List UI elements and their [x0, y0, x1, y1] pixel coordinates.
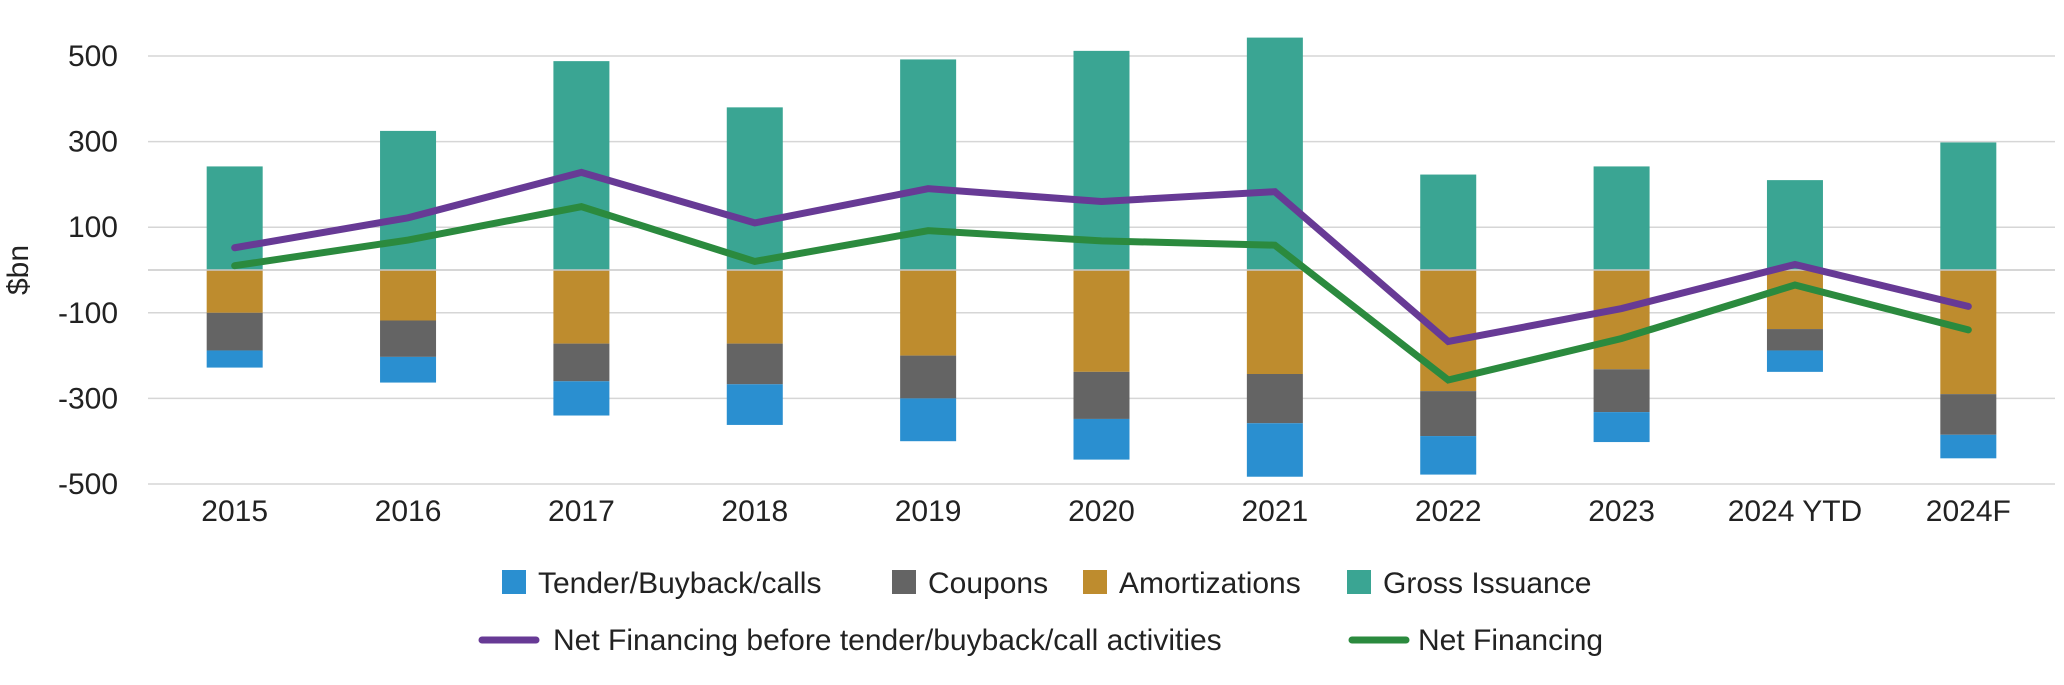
bar-amortizations	[1766, 270, 1823, 330]
bar-tender-buyback-calls	[1246, 423, 1303, 477]
bar-gross-issuance	[1246, 37, 1303, 270]
y-tick-label: 100	[68, 211, 118, 244]
legend-label-amortizations: Amortizations	[1119, 567, 1301, 600]
x-tick-label: 2022	[1415, 495, 1482, 528]
bar-gross-issuance	[1940, 142, 1997, 270]
bar-amortizations	[900, 270, 957, 356]
bar-tender-buyback-calls	[380, 356, 437, 383]
legend-label-tender: Tender/Buyback/calls	[538, 567, 821, 600]
legend-swatch-tender	[502, 570, 526, 594]
bar-gross-issuance	[206, 166, 263, 270]
bar-coupons	[1073, 371, 1130, 419]
bar-gross-issuance	[380, 130, 437, 270]
x-tick-label: 2017	[548, 495, 615, 528]
x-tick-label: 2020	[1068, 495, 1135, 528]
y-axis-title: $bn	[2, 245, 35, 295]
bar-amortizations	[1246, 270, 1303, 375]
bar-tender-buyback-calls	[553, 381, 610, 416]
x-tick-label: 2016	[375, 495, 442, 528]
legend-label-net-financing: Net Financing	[1418, 624, 1603, 657]
y-tick-label: -100	[58, 297, 118, 330]
bar-amortizations	[726, 270, 783, 344]
bar-amortizations	[380, 270, 437, 321]
x-tick-label: 2019	[895, 495, 962, 528]
bar-amortizations	[1593, 270, 1650, 370]
bar-tender-buyback-calls	[1073, 418, 1130, 460]
x-tick-label: 2023	[1588, 495, 1655, 528]
bar-coupons	[1766, 329, 1823, 351]
bar-tender-buyback-calls	[1420, 436, 1477, 475]
bar-coupons	[900, 355, 957, 399]
bar-coupons	[380, 320, 437, 357]
y-tick-label: -500	[58, 468, 118, 501]
bar-gross-issuance	[1420, 174, 1477, 270]
bar-coupons	[726, 343, 783, 385]
legend-swatch-coupons	[892, 570, 916, 594]
bar-coupons	[1593, 369, 1650, 413]
x-tick-label: 2024F	[1926, 495, 2011, 528]
bar-amortizations	[1073, 270, 1130, 372]
bar-coupons	[1940, 394, 1997, 435]
bar-tender-buyback-calls	[1940, 434, 1997, 459]
bar-amortizations	[1420, 270, 1477, 392]
series-lines	[231, 168, 1972, 384]
y-axis-tick-labels: 500 300 100 -100 -300 -500	[58, 40, 118, 501]
bar-amortizations	[206, 270, 263, 313]
bars	[206, 37, 1997, 477]
legend-label-net-before: Net Financing before tender/buyback/call…	[553, 624, 1222, 657]
y-tick-label: -300	[58, 382, 118, 415]
bar-tender-buyback-calls	[206, 350, 263, 368]
legend-label-gross-issuance: Gross Issuance	[1383, 567, 1591, 600]
legend-swatch-amortizations	[1083, 570, 1107, 594]
bar-gross-issuance	[1766, 180, 1823, 270]
legend-label-coupons: Coupons	[928, 567, 1048, 600]
x-axis-tick-labels: 2015 2016 2017 2018 2019 2020 2021 2022 2023 2024…	[201, 495, 2011, 528]
bar-tender-buyback-calls	[1593, 412, 1650, 443]
bar-tender-buyback-calls	[900, 398, 957, 442]
bar-gross-issuance	[900, 59, 957, 271]
bar-amortizations	[553, 270, 610, 344]
bar-tender-buyback-calls	[1766, 350, 1823, 372]
x-tick-label: 2024 YTD	[1728, 495, 1863, 528]
bar-tender-buyback-calls	[726, 384, 783, 425]
bar-coupons	[553, 343, 610, 382]
bar-gross-issuance	[1593, 166, 1650, 270]
y-tick-label: 500	[68, 40, 118, 73]
line-net-financing-before-tender-buyback-call-activities	[231, 168, 1972, 346]
bar-coupons	[206, 312, 263, 351]
bar-gross-issuance	[1073, 50, 1130, 270]
line-net-financing	[231, 203, 1972, 384]
bar-gross-issuance	[726, 107, 783, 270]
bar-gross-issuance	[553, 61, 610, 270]
x-tick-label: 2015	[201, 495, 268, 528]
y-tick-label: 300	[68, 126, 118, 159]
legend-swatch-gross-issuance	[1347, 570, 1371, 594]
x-tick-label: 2018	[721, 495, 788, 528]
bar-coupons	[1420, 391, 1477, 437]
x-tick-label: 2021	[1241, 495, 1308, 528]
legend: Tender/Buyback/calls Coupons Amortizatio…	[478, 567, 1603, 657]
bar-coupons	[1246, 374, 1303, 424]
